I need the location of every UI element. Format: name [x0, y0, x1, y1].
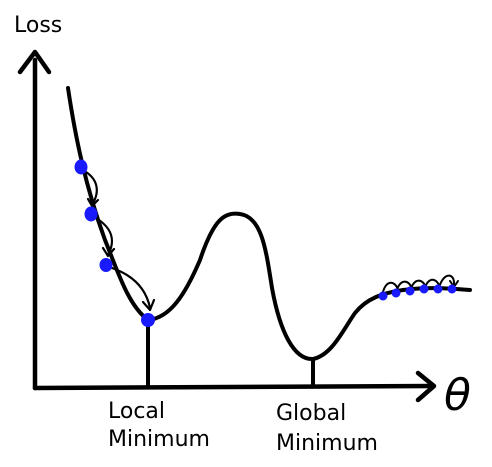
local-minimum-label-line1: Local: [108, 399, 165, 424]
plateau-point: [391, 288, 401, 298]
local-minimum-label-line2: Minimum: [108, 427, 210, 452]
curved-arrow-icon: [86, 197, 100, 208]
loss-curve: [66, 86, 472, 362]
curved-arrow-icon: [110, 266, 152, 310]
global-minimum-label-line2: Minimum: [276, 431, 378, 456]
descent-point: [84, 206, 98, 222]
global-minimum-label-line1: Global: [276, 401, 346, 426]
descent-point: [74, 159, 88, 175]
plateau-point: [419, 284, 429, 294]
descent-point: [141, 313, 155, 327]
descent-point: [99, 258, 113, 272]
plateau-points: [378, 284, 457, 301]
curved-arrow-icon: [438, 274, 456, 289]
curved-arrow-icon: [101, 246, 116, 258]
curved-arrow-icon: [94, 216, 114, 257]
plateau-point: [433, 284, 443, 294]
plateau-point: [378, 291, 388, 301]
curved-arrow-icon: [141, 298, 156, 312]
plateau-point: [405, 286, 415, 296]
axes: [17, 49, 437, 403]
arrow-right-icon: [415, 370, 437, 403]
y-axis-label: Loss: [14, 13, 62, 38]
arrow-up-icon: [17, 49, 52, 75]
x-axis-label: θ: [444, 370, 471, 421]
x-axis-line: [32, 383, 435, 391]
plateau-point: [447, 284, 457, 294]
curved-arrow-icon: [84, 170, 98, 207]
descent-points: [74, 159, 155, 327]
descent-step-arrows: [84, 170, 156, 312]
